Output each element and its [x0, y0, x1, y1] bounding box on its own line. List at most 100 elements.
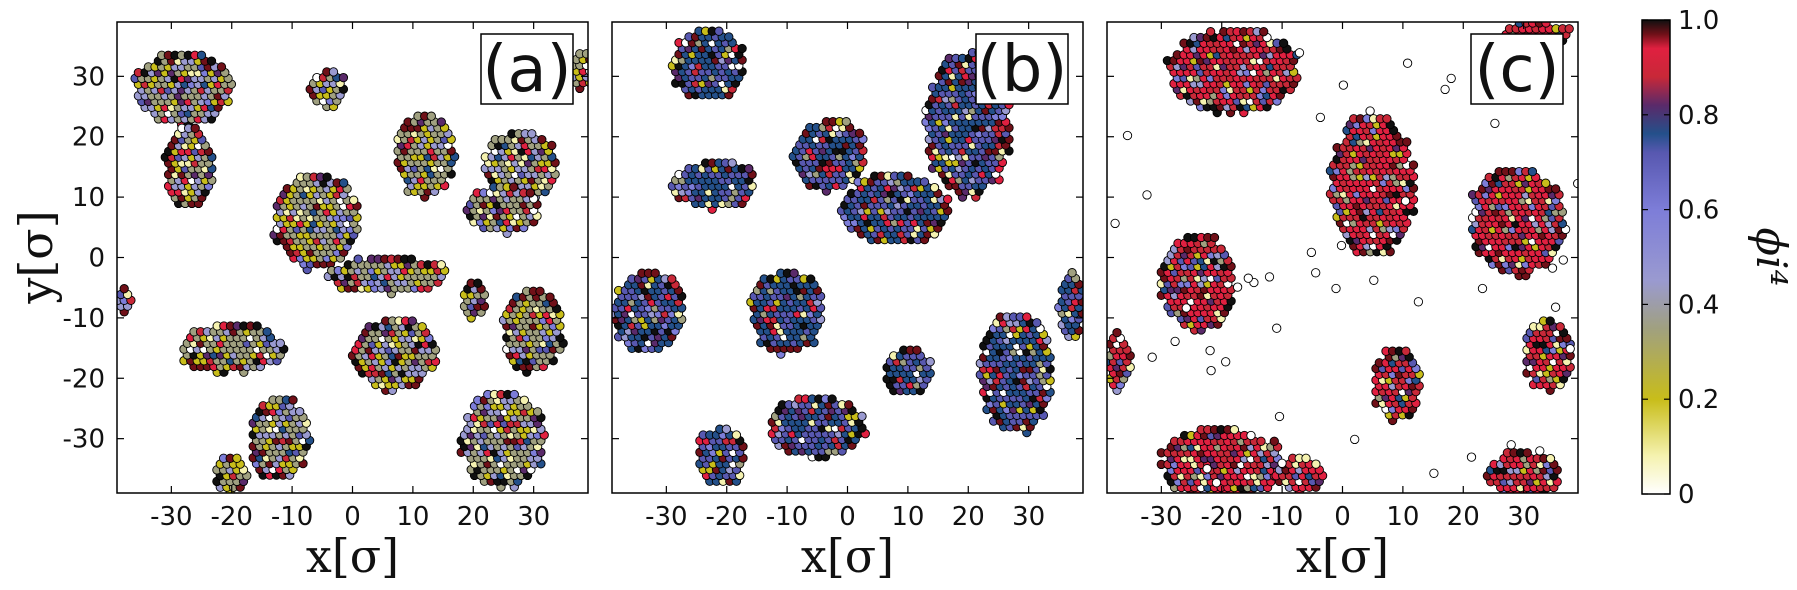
x-tick-label: 20 [457, 502, 490, 532]
particle [349, 195, 359, 205]
x-tick-label: 30 [1012, 502, 1045, 532]
free-particle [1535, 446, 1545, 456]
particle [547, 140, 557, 151]
cluster [1156, 232, 1236, 335]
cluster [1522, 316, 1575, 395]
particle [714, 26, 724, 36]
free-particle [1277, 458, 1287, 468]
x-axis-title: x[σ] [306, 529, 399, 583]
particle [1269, 436, 1279, 446]
free-particle [1350, 434, 1360, 445]
free-particle [1170, 336, 1180, 347]
particles [117, 49, 597, 493]
cluster [498, 286, 568, 377]
x-tick-label: -10 [766, 502, 808, 532]
particle [581, 49, 588, 59]
free-particle [1336, 240, 1347, 251]
particle [1541, 178, 1551, 188]
particle [857, 411, 867, 421]
particle [509, 182, 519, 192]
x-tick-label: -10 [271, 502, 313, 532]
colorbar-gradient [1641, 19, 1671, 495]
particle [919, 177, 930, 187]
panel-label-box [975, 33, 1069, 105]
cluster [1054, 268, 1083, 341]
x-tick-label: 10 [891, 502, 924, 532]
particle [650, 268, 660, 278]
particle [519, 395, 529, 405]
x-tick-label: -20 [1200, 502, 1242, 532]
free-particle [1413, 297, 1424, 307]
cluster [248, 395, 315, 480]
cluster [695, 424, 748, 486]
free-particle [1205, 345, 1215, 356]
free-particle [1206, 365, 1216, 376]
free-particle [1466, 452, 1477, 462]
panel-c: -30 -20 -10 0 10 20 30 x[σ] (c) [1106, 21, 1579, 583]
free-particle [1477, 283, 1488, 294]
particle [252, 321, 262, 331]
particle [1555, 322, 1565, 332]
panel-a: -30 -20 -10 0 10 20 30 30 20 10 0 -10 -20 -30 x[σ] (a) [63, 21, 597, 583]
free-particle [1558, 255, 1568, 265]
free-particle [1211, 478, 1222, 488]
free-particle [1142, 190, 1152, 200]
x-tick-label: -10 [1261, 502, 1303, 532]
particle [844, 400, 854, 410]
particle [903, 171, 913, 181]
particle [537, 134, 547, 145]
free-particle [1400, 196, 1411, 206]
panel-b: -30 -20 -10 0 10 20 30 x[σ] (b) [611, 21, 1084, 583]
free-particle [1440, 84, 1450, 95]
particle [1209, 232, 1220, 243]
particle [417, 322, 427, 332]
cluster [393, 111, 460, 202]
free-particle [1490, 118, 1500, 129]
particle [525, 188, 535, 198]
x-tick-label: -30 [150, 502, 192, 532]
panel-label-box [1470, 33, 1564, 105]
free-particle [1311, 268, 1321, 278]
particle [436, 117, 446, 127]
particle [721, 424, 732, 434]
particle [1564, 24, 1574, 34]
panel-label: (c) [1474, 33, 1559, 107]
free-particle [1506, 440, 1516, 450]
particle [1301, 453, 1311, 463]
particle [322, 172, 332, 182]
x-tick-label: 10 [396, 502, 429, 532]
particle [727, 158, 737, 168]
free-particle [1122, 130, 1133, 141]
particle [806, 274, 816, 284]
particle [827, 394, 837, 404]
particle [1246, 430, 1256, 441]
cluster [179, 321, 289, 377]
y-tick-label: -20 [63, 364, 105, 394]
particle [190, 123, 200, 133]
y-axis-title: y[σ] [9, 210, 63, 304]
free-particle [1446, 73, 1456, 84]
particle [1545, 316, 1555, 326]
particle [1527, 166, 1538, 177]
cluster [1325, 114, 1419, 257]
particle [589, 61, 597, 69]
particle [338, 72, 349, 83]
particle [737, 43, 747, 54]
particle [216, 62, 227, 72]
particle [275, 338, 285, 348]
free-particle [1147, 352, 1157, 362]
particle [854, 128, 865, 138]
free-particle [1550, 302, 1561, 312]
free-particle [1202, 464, 1212, 474]
free-particle [1338, 80, 1349, 90]
particle [339, 178, 349, 188]
particle [545, 292, 555, 302]
x-tick-label: 30 [1507, 502, 1540, 532]
cluster [130, 50, 237, 130]
cluster [305, 67, 349, 112]
particle [196, 50, 207, 60]
free-particle [1181, 303, 1191, 313]
cluster [459, 278, 490, 323]
particle [1551, 184, 1561, 194]
free-particle [1264, 272, 1275, 282]
